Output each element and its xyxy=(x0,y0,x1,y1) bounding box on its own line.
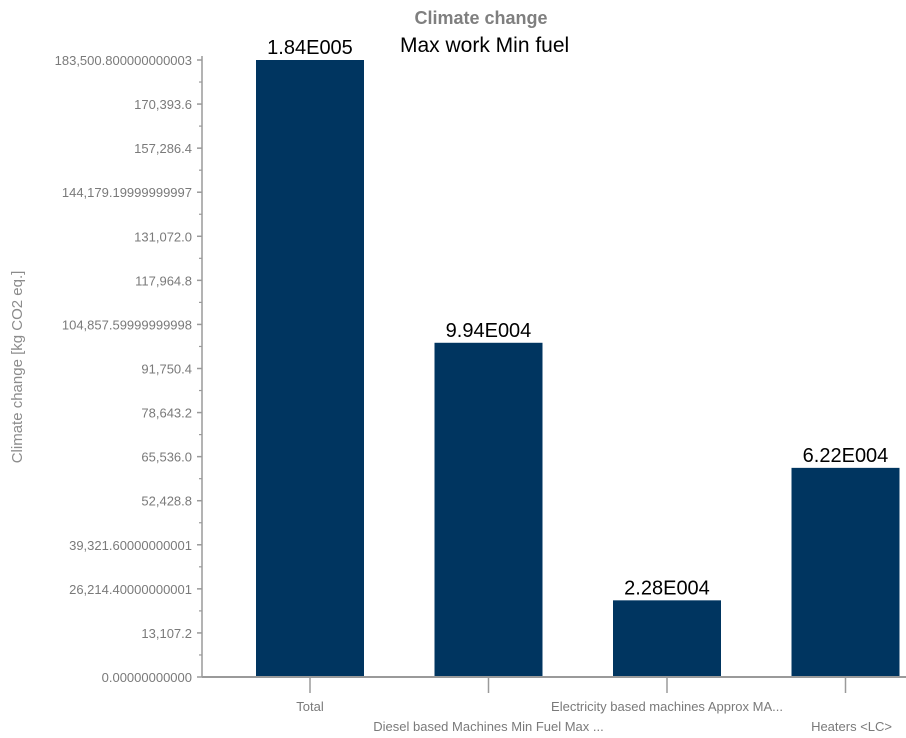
y-tick-label: 170,393.6 xyxy=(134,97,192,112)
x-axis: Total Diesel based Machines Min Fuel Max … xyxy=(202,676,906,734)
chart-title: Climate change xyxy=(414,8,547,28)
bar xyxy=(434,342,543,677)
y-tick-label: 26,214.40000000001 xyxy=(69,582,192,597)
chart-subtitle: Max work Min fuel xyxy=(400,34,569,57)
y-axis-ticks: 183,500.800000000003 170,393.6 157,286.4 14… xyxy=(55,53,203,685)
x-category-label: Total xyxy=(296,699,324,714)
y-tick-label: 78,643.2 xyxy=(141,406,192,421)
data-labels: 1.84E005 9.94E004 2.28E004 6.22E004 xyxy=(267,37,888,599)
bar xyxy=(256,60,364,677)
x-category-label: Heaters <LC> xyxy=(811,719,892,734)
y-tick-label: 131,072.0 xyxy=(134,229,192,244)
data-label: 9.94E004 xyxy=(446,320,532,342)
x-category-label: Electricity based machines Approx MA... xyxy=(551,699,783,714)
y-tick-label: 91,750.4 xyxy=(141,362,192,377)
bars xyxy=(256,60,900,677)
y-tick-label: 117,964.8 xyxy=(135,273,192,288)
bar xyxy=(791,467,900,677)
data-label: 2.28E004 xyxy=(624,577,710,599)
y-tick-label: 104,857.59999999998 xyxy=(62,317,192,332)
bar xyxy=(613,600,721,677)
y-tick-label: 183,500.800000000003 xyxy=(55,53,192,68)
y-axis-label: Climate change [kg CO2 eq.] xyxy=(9,271,26,464)
x-category-label: Diesel based Machines Min Fuel Max ... xyxy=(373,719,603,734)
y-tick-label: 144,179.19999999997 xyxy=(62,185,192,200)
y-tick-label: 13,107.2 xyxy=(141,626,192,641)
data-label: 6.22E004 xyxy=(803,445,889,467)
y-tick-label: 65,536.0 xyxy=(141,450,192,465)
y-tick-label: 39,321.60000000001 xyxy=(69,538,192,553)
y-tick-label: 52,428.8 xyxy=(141,494,192,509)
y-tick-label: 0.00000000000 xyxy=(102,670,192,685)
y-tick-label: 157,286.4 xyxy=(134,141,192,156)
data-label: 1.84E005 xyxy=(267,37,353,59)
